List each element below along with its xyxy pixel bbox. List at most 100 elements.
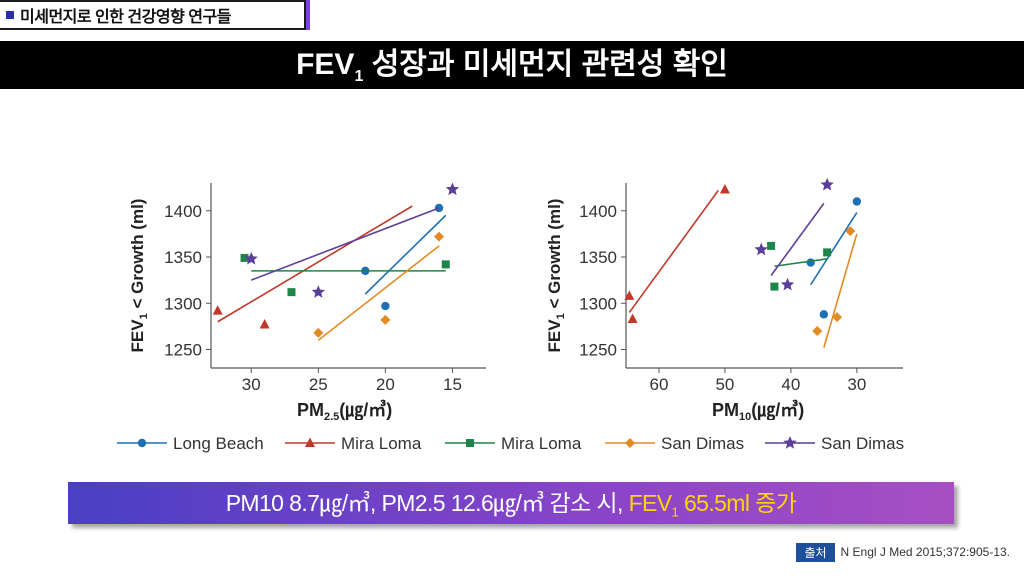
data-point — [819, 310, 829, 319]
x-axis-title: PM2.5(㎍/㎥) — [297, 399, 392, 420]
y-tick-label: 1250 — [164, 341, 202, 360]
data-point — [823, 248, 832, 257]
x-tick-label: 30 — [242, 375, 261, 394]
x-tick-label: 50 — [715, 375, 734, 394]
data-point — [244, 251, 258, 265]
data-point — [832, 312, 843, 323]
trend-line — [364, 214, 447, 295]
legend-label: Mira Loma — [341, 434, 422, 453]
x-tick-label: 60 — [650, 375, 669, 394]
source-badge: 출처 — [796, 542, 835, 562]
data-point — [780, 277, 795, 291]
legend-label: San Dimas — [661, 434, 744, 453]
section-tag: 미세먼지로 인한 건강영향 연구들 — [0, 0, 306, 30]
y-tick-label: 1300 — [164, 294, 202, 313]
y-tick-label: 1350 — [579, 248, 617, 267]
legend-marker — [466, 439, 474, 447]
data-point — [812, 326, 823, 336]
x-tick-label: 25 — [309, 375, 328, 394]
series-3 — [767, 241, 832, 291]
data-point — [381, 301, 390, 311]
title-pre: FEV — [296, 48, 355, 81]
scatter-charts: 1250 1300 1350 1400 30 25 20 15 PM2.5(㎍/㎥) FEV1 <… — [128, 177, 903, 420]
trend-line — [770, 202, 825, 276]
data-point — [770, 282, 779, 291]
data-point — [259, 319, 270, 329]
legend-item-1: Long Beach — [117, 434, 264, 453]
series-1 — [361, 203, 447, 311]
chart-panel-1: 1250 1300 1350 1400 30 25 20 15 PM2.5(㎍/㎥) FEV1 <… — [128, 182, 486, 420]
y-axis-title: FEV1 < Growth (ml) — [545, 199, 567, 353]
data-point — [445, 182, 460, 196]
legend-marker — [305, 437, 315, 447]
data-point — [240, 253, 249, 262]
y-tick-label: 1400 — [579, 202, 617, 221]
conclusion-main: PM10 8.7㎍/㎥, PM2.5 12.6㎍/㎥ 감소 시, — [225, 490, 629, 516]
source-note: 출처 N Engl J Med 2015;372:905-13. — [796, 542, 1010, 562]
conclusion-banner: PM10 8.7㎍/㎥, PM2.5 12.6㎍/㎥ 감소 시, FEV1 65… — [68, 482, 954, 524]
data-point — [212, 305, 223, 315]
data-point — [441, 260, 450, 269]
legend-label: San Dimas — [821, 434, 904, 453]
data-point — [287, 288, 296, 297]
data-point — [767, 241, 776, 250]
trend-line — [809, 212, 858, 286]
trend-line — [628, 189, 719, 313]
conclusion-hl-sub: 1 — [671, 504, 679, 520]
conclusion-hl-pre: FEV — [628, 490, 673, 516]
conclusion-highlight: FEV1 65.5ml 증가 — [628, 490, 797, 520]
data-point — [754, 242, 768, 256]
legend-item-2: Mira Loma — [285, 434, 422, 453]
data-point — [820, 177, 834, 191]
tag-bullet — [6, 11, 14, 19]
x-tick-label: 15 — [443, 375, 462, 394]
data-point — [627, 313, 638, 323]
data-point — [434, 231, 445, 242]
series-5 — [754, 177, 834, 291]
section-tag-label: 미세먼지로 인한 건강영향 연구들 — [20, 9, 231, 26]
trend-line — [217, 205, 413, 323]
data-point — [852, 197, 862, 206]
trend-line — [317, 245, 440, 341]
legend-marker — [783, 436, 797, 449]
conclusion-hl-post: 65.5ml 증가 — [678, 490, 797, 516]
y-tick-label: 1300 — [579, 294, 617, 313]
y-tick-label: 1400 — [164, 202, 202, 221]
legend-item-3: Mira Loma — [445, 434, 582, 453]
title-post: 성장과 미세먼지 관련성 확인 — [363, 48, 728, 81]
title-banner: FEV1 성장과 미세먼지 관련성 확인 — [0, 41, 1024, 89]
legend-marker — [137, 438, 147, 448]
data-point — [380, 314, 391, 325]
source-citation: N Engl J Med 2015;372:905-13. — [840, 545, 1010, 559]
series-4 — [313, 231, 445, 341]
data-point — [313, 327, 324, 338]
y-axis-title: FEV1 < Growth (ml) — [128, 199, 150, 353]
series-5 — [244, 182, 460, 298]
x-tick-label: 30 — [847, 375, 866, 394]
x-axis-title: PM10(㎍/㎥) — [712, 399, 804, 420]
legend-label: Mira Loma — [501, 434, 582, 453]
data-point — [719, 183, 730, 194]
data-point — [624, 290, 635, 300]
series-4 — [812, 226, 858, 348]
x-tick-label: 20 — [376, 375, 395, 394]
y-tick-label: 1350 — [164, 248, 202, 267]
trend-line — [250, 207, 440, 281]
x-tick-label: 40 — [781, 375, 800, 394]
legend-item-5: San Dimas — [765, 434, 904, 453]
series-2 — [212, 205, 413, 329]
series-3 — [240, 253, 450, 297]
legend-label: Long Beach — [173, 434, 264, 453]
series-2 — [624, 183, 730, 323]
data-point — [806, 258, 815, 267]
legend-item-4: San Dimas — [605, 434, 744, 453]
series-1 — [806, 197, 862, 319]
trend-line — [774, 258, 828, 268]
data-point — [845, 226, 856, 237]
trend-line — [823, 233, 858, 348]
chart-legend: Long Beach Mira Loma Mira Loma San Dimas San… — [117, 434, 904, 453]
data-point — [311, 285, 325, 298]
y-tick-label: 1250 — [579, 341, 617, 360]
title-sub: 1 — [354, 68, 364, 85]
chart-panel-2: 1250 1300 1350 1400 60 50 40 30 PM10(㎍/㎥) FEV1 < … — [545, 177, 903, 420]
